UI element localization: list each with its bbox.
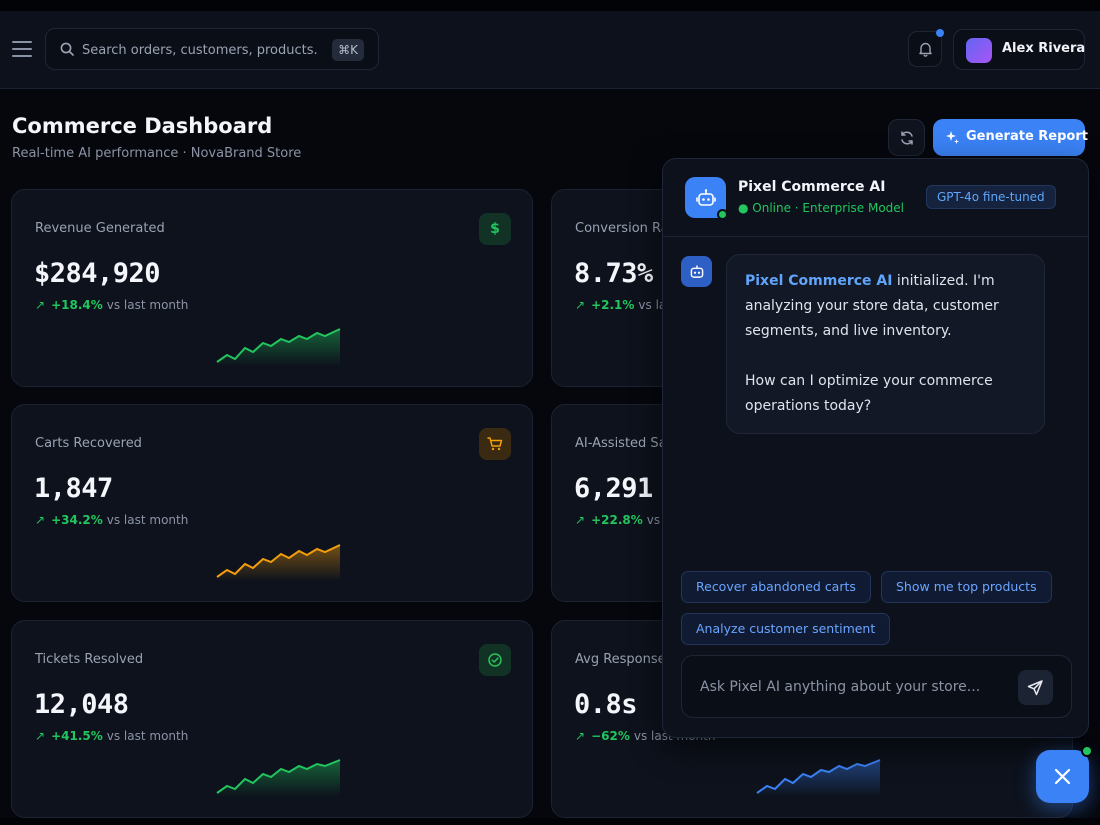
notifications-button[interactable]: [908, 29, 944, 67]
trend-up-icon: ↗: [35, 298, 46, 312]
metric-delta-compare: vs last month: [106, 729, 189, 743]
generate-report-label: Generate Report: [966, 129, 1088, 144]
close-chat-button[interactable]: [1036, 750, 1089, 803]
metric-card-tickets[interactable]: Tickets Resolved 12,048 ↗ +41.5% vs last m…: [11, 620, 533, 818]
metric-value: 0.8s: [574, 689, 638, 720]
metric-delta-percent: −62%: [591, 729, 630, 743]
sparkline-chart: [216, 328, 341, 366]
dollar-icon: $: [479, 213, 511, 245]
metric-value: 6,291: [574, 473, 653, 504]
user-name: Alex Rivera: [1002, 41, 1086, 56]
metric-label: Revenue Generated: [35, 221, 165, 236]
metric-label: AI-Assisted Sa: [575, 436, 667, 451]
metric-value: 1,847: [34, 473, 113, 504]
suggestion-recover-carts[interactable]: Recover abandoned carts: [681, 571, 871, 603]
metric-label: Avg Response: [575, 652, 666, 667]
chat-header: Pixel Commerce AI ● Online · Enterprise …: [663, 159, 1088, 237]
model-badge: GPT-4o fine-tuned: [926, 185, 1056, 209]
metric-delta: ↗ +2.1% vs la: [575, 298, 666, 312]
generate-report-button[interactable]: Generate Report: [933, 119, 1088, 156]
top-bar: ⌘K Alex Rivera: [0, 11, 1100, 89]
metric-delta-percent: +2.1%: [591, 298, 635, 312]
close-icon: [1054, 768, 1071, 785]
hamburger-menu-icon[interactable]: [12, 41, 32, 59]
assistant-message-question: How can I optimize your commerce operati…: [745, 373, 993, 414]
metric-delta-compare: vs: [646, 513, 661, 527]
send-button[interactable]: [1018, 670, 1053, 705]
check-circle-icon: [479, 644, 511, 676]
refresh-button[interactable]: [888, 119, 925, 156]
online-indicator: [1081, 745, 1093, 757]
metric-delta: ↗ +22.8% vs: [575, 513, 660, 527]
trend-up-icon: ↗: [575, 513, 586, 527]
robot-icon: [681, 256, 712, 287]
suggestion-top-products[interactable]: Show me top products: [881, 571, 1052, 603]
metric-delta: ↗ +34.2% vs last month: [35, 513, 188, 527]
trend-up-icon: ↗: [575, 729, 586, 743]
assistant-name-highlight: Pixel Commerce AI: [745, 273, 893, 289]
metric-delta-percent: +41.5%: [51, 729, 103, 743]
search-input[interactable]: [82, 39, 318, 61]
metric-delta-percent: +34.2%: [51, 513, 103, 527]
notification-dot: [936, 29, 944, 37]
trend-up-icon: ↗: [35, 513, 46, 527]
trend-up-icon: ↗: [35, 729, 46, 743]
assistant-message-paragraph: Pixel Commerce AI initialized. I'm analy…: [745, 269, 1026, 344]
metric-value: $284,920: [34, 258, 161, 289]
bell-icon: [919, 42, 932, 57]
window-bottom-edge: [0, 818, 1100, 825]
suggestion-customer-sentiment[interactable]: Analyze customer sentiment: [681, 613, 891, 645]
metric-label: Conversion Ra: [575, 221, 669, 236]
metric-delta: ↗ +41.5% vs last month: [35, 729, 188, 743]
chat-input-box[interactable]: [681, 655, 1072, 718]
metric-value: 8.73%: [574, 258, 653, 289]
sparkles-icon: [946, 131, 959, 144]
metric-label: Tickets Resolved: [35, 652, 144, 667]
metric-delta-compare: vs last month: [106, 298, 189, 312]
metric-delta-compare: vs la: [638, 298, 667, 312]
bot-status: ● Online · Enterprise Model: [738, 201, 905, 215]
page-title: Commerce Dashboard: [12, 114, 273, 138]
metric-delta-compare: vs last month: [106, 513, 189, 527]
metric-label: Carts Recovered: [35, 436, 142, 451]
metric-card-revenue[interactable]: Revenue Generated $ $284,920 ↗ +18.4% vs l…: [11, 189, 533, 387]
metric-delta: ↗ +18.4% vs last month: [35, 298, 188, 312]
assistant-message-text: initialized. I'm analyzing your store da…: [745, 273, 999, 339]
search-bar[interactable]: ⌘K: [45, 28, 379, 70]
user-menu[interactable]: Alex Rivera: [953, 29, 1085, 70]
cart-icon: [479, 428, 511, 460]
metric-delta-percent: +18.4%: [51, 298, 103, 312]
send-icon: [1027, 680, 1043, 696]
assistant-message: Pixel Commerce AI initialized. I'm analy…: [726, 254, 1045, 434]
sparkline-chart: [216, 544, 341, 581]
page-subtitle: Real-time AI performance · NovaBrand Sto…: [12, 146, 302, 161]
online-indicator: [717, 209, 728, 220]
avatar: [966, 38, 992, 63]
sparkline-chart: [756, 759, 881, 797]
trend-up-icon: ↗: [575, 298, 586, 312]
metric-delta-percent: +22.8%: [591, 513, 643, 527]
window-top-edge: [0, 0, 1100, 11]
ai-chat-panel: Pixel Commerce AI ● Online · Enterprise …: [662, 158, 1089, 738]
refresh-icon: [901, 131, 913, 145]
metric-card-carts[interactable]: Carts Recovered 1,847 ↗ +34.2% vs last mon…: [11, 404, 533, 602]
metric-value: 12,048: [34, 689, 129, 720]
sparkline-chart: [216, 759, 341, 797]
bot-name: Pixel Commerce AI: [738, 179, 886, 195]
chat-input[interactable]: [700, 676, 1000, 698]
search-icon: [60, 42, 74, 56]
search-shortcut-badge: ⌘K: [332, 39, 364, 61]
